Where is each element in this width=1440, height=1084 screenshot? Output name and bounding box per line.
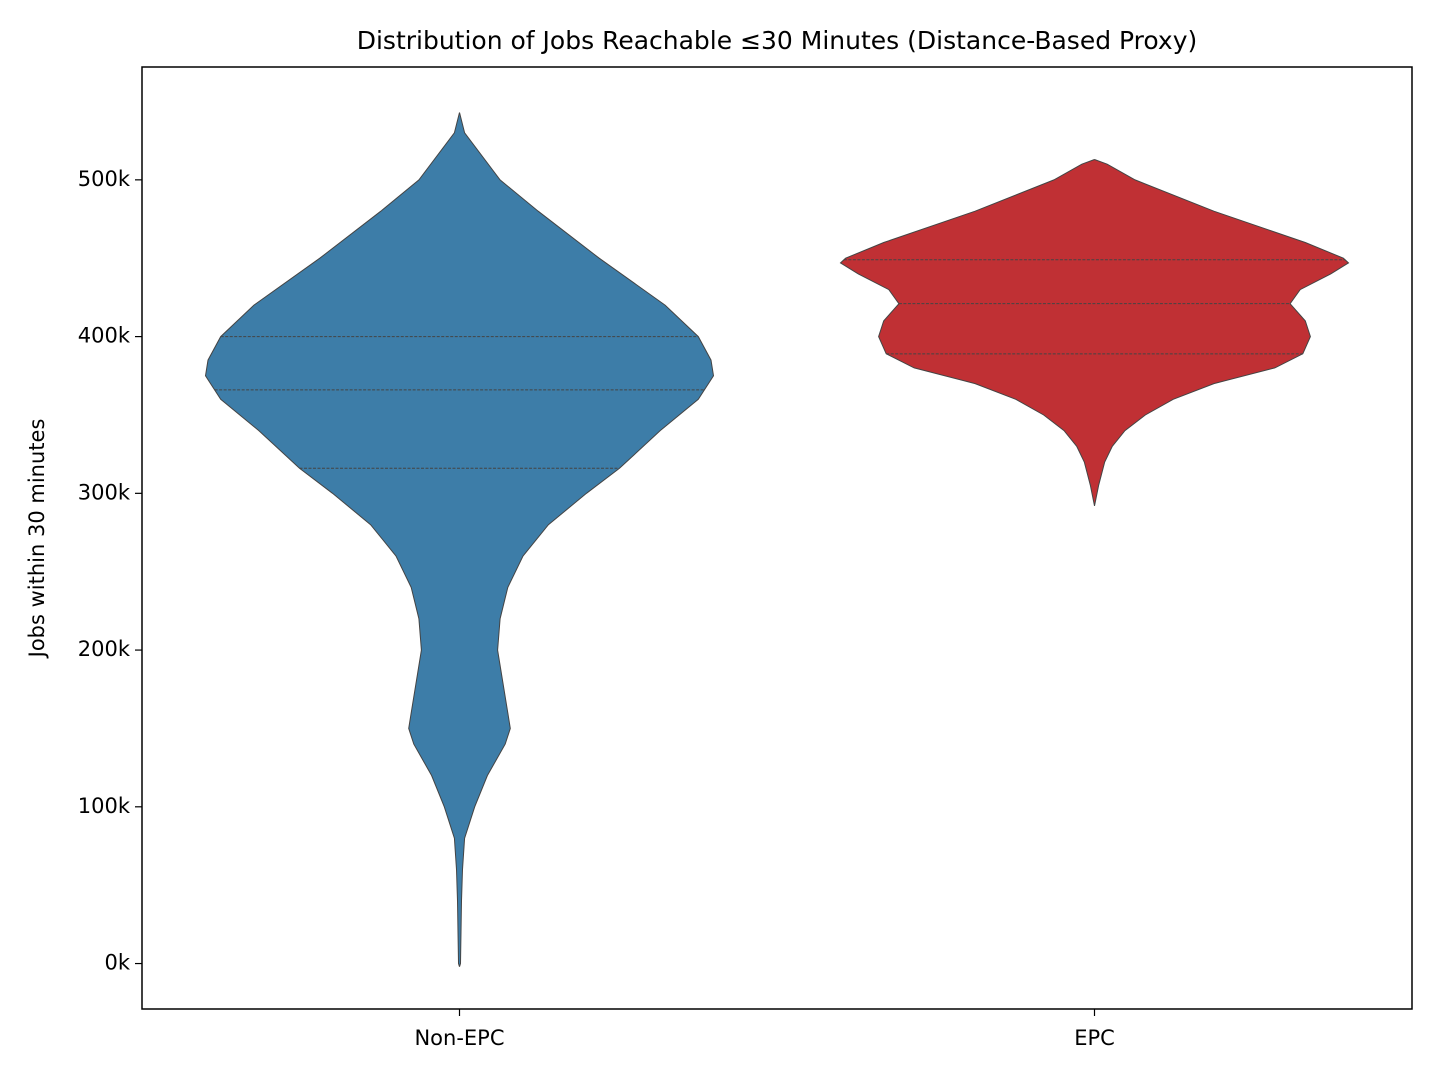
y-tick-label: 400k <box>78 324 131 348</box>
y-tick-label: 0k <box>104 951 130 975</box>
x-tick-label: Non-EPC <box>414 1026 504 1050</box>
violin-half <box>839 159 1095 506</box>
x-tick-label: EPC <box>1074 1026 1115 1050</box>
chart-title: Distribution of Jobs Reachable ≤30 Minut… <box>357 26 1198 55</box>
y-axis-label: Jobs within 30 minutes <box>25 419 49 660</box>
violin-half <box>459 112 715 967</box>
y-tick-label: 200k <box>78 637 131 661</box>
y-tick-label: 500k <box>78 167 131 191</box>
plot-frame <box>141 66 1413 1010</box>
violin-half <box>1094 159 1350 506</box>
y-tick-label: 300k <box>78 480 131 504</box>
y-tick-label: 100k <box>78 794 131 818</box>
violin-half <box>204 112 460 967</box>
